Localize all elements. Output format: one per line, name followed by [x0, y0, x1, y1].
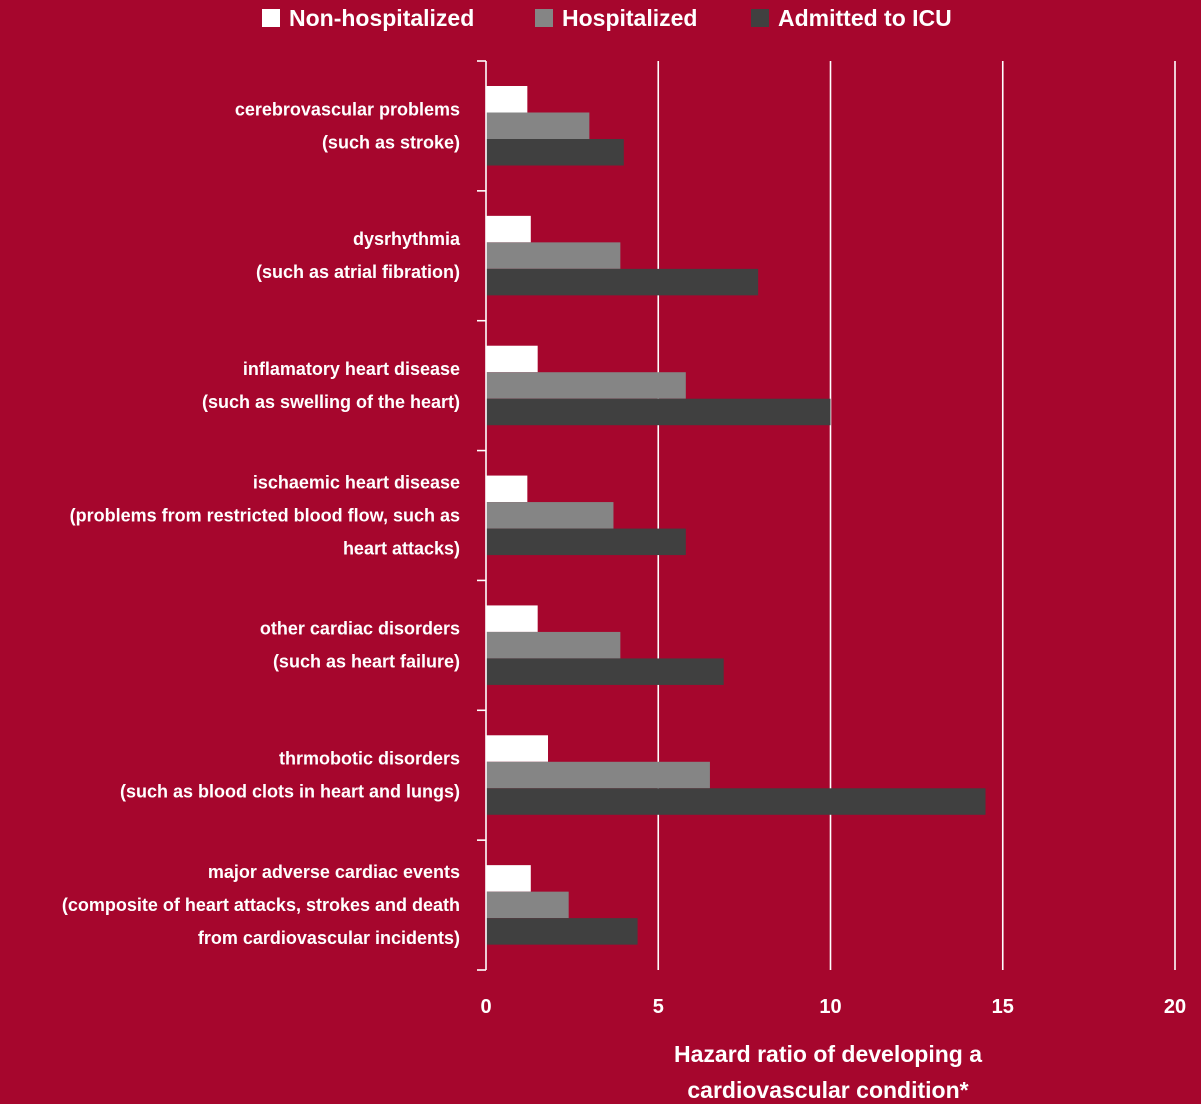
category-label-line: ischaemic heart disease: [253, 472, 460, 492]
bar-admitted-to-icu-ischaemic-heart-disease: [486, 528, 686, 556]
bar-group-thrmobotic-disorders: [486, 735, 986, 815]
bar-admitted-to-icu-dysrhythmia: [486, 268, 759, 296]
bar-hospitalized-inflamatory-heart-disease: [486, 372, 686, 399]
bars: [486, 86, 986, 945]
category-label-ischaemic-heart-disease: ischaemic heart disease (problems from re…: [70, 472, 460, 558]
category-label-line: thrmobotic disorders: [279, 749, 460, 769]
x-tick-label-10: 10: [819, 996, 841, 1018]
category-label-dysrhythmia: dysrhythmia (such as atrial fibration): [256, 229, 461, 282]
bar-admitted-to-icu-inflamatory-heart-disease: [486, 398, 831, 426]
bar-group-major-adverse-cardiac-events: [486, 865, 638, 945]
bar-group-ischaemic-heart-disease: [486, 475, 686, 556]
bar-hospitalized-thrmobotic-disorders: [486, 761, 710, 789]
x-tick-label-0: 0: [480, 996, 491, 1018]
bar-group-inflamatory-heart-disease: [486, 345, 831, 426]
category-label-line: from cardiovascular incidents): [198, 928, 460, 948]
category-label-cerebrovascular-problems: cerebrovascular problems (such as stroke): [235, 99, 460, 152]
x-tick-label-5: 5: [653, 996, 664, 1018]
category-label-line: (such as heart failure): [273, 652, 460, 672]
bar-non-hospitalized-dysrhythmia: [486, 215, 531, 243]
bar-non-hospitalized-inflamatory-heart-disease: [486, 345, 538, 373]
category-label-line: other cardiac disorders: [260, 619, 460, 639]
gridlines: [657, 61, 1176, 970]
bar-hospitalized-other-cardiac-disorders: [486, 631, 621, 659]
category-label-line: heart attacks): [343, 538, 460, 558]
category-label-line: (such as blood clots in heart and lungs): [120, 782, 460, 802]
category-label-line: (such as atrial fibration): [256, 262, 460, 282]
bar-hospitalized-ischaemic-heart-disease: [486, 502, 614, 529]
bar-admitted-to-icu-cerebrovascular-problems: [486, 139, 624, 166]
category-label-major-adverse-cardiac-events: major adverse cardiac events (composite o…: [62, 862, 460, 948]
bar-non-hospitalized-other-cardiac-disorders: [486, 605, 538, 632]
bar-admitted-to-icu-thrmobotic-disorders: [486, 788, 986, 815]
category-label-line: inflamatory heart disease: [243, 359, 460, 379]
category-label-line: (problems from restricted blood flow, su…: [70, 505, 460, 525]
bar-group-cerebrovascular-problems: [486, 86, 624, 166]
legend-swatch: [751, 9, 769, 27]
legend-label: Admitted to ICU: [778, 5, 952, 31]
bar-admitted-to-icu-other-cardiac-disorders: [486, 658, 724, 685]
category-label-thrmobotic-disorders: thrmobotic disorders (such as blood clots…: [120, 749, 460, 802]
category-label-line: (such as swelling of the heart): [202, 392, 460, 412]
bar-hospitalized-dysrhythmia: [486, 242, 621, 269]
x-axis-title: Hazard ratio of developing a cardiovascul…: [674, 1041, 982, 1103]
bar-hospitalized-cerebrovascular-problems: [486, 112, 590, 139]
bar-non-hospitalized-thrmobotic-disorders: [486, 735, 549, 762]
bar-non-hospitalized-major-adverse-cardiac-events: [486, 865, 531, 892]
x-tick-label-20: 20: [1164, 996, 1186, 1018]
x-tick-labels: 0 5 10 15 20: [480, 996, 1186, 1018]
legend-swatch: [535, 9, 553, 27]
category-label-line: dysrhythmia: [353, 229, 461, 249]
category-label-other-cardiac-disorders: other cardiac disorders (such as heart fa…: [260, 619, 460, 672]
bar-non-hospitalized-cerebrovascular-problems: [486, 86, 528, 113]
legend-swatch: [262, 9, 280, 27]
category-label-line: (such as stroke): [322, 132, 460, 152]
category-label-line: (composite of heart attacks, strokes and…: [62, 895, 460, 915]
category-labels: cerebrovascular problems (such as stroke)…: [62, 99, 461, 948]
bar-hospitalized-major-adverse-cardiac-events: [486, 891, 569, 919]
legend-item-hospitalized: Hospitalized: [535, 5, 697, 31]
legend: Non-hospitalized Hospitalized Admitted to …: [262, 5, 952, 31]
y-axis: [477, 60, 487, 971]
legend-label: Non-hospitalized: [289, 5, 474, 31]
bar-group-other-cardiac-disorders: [486, 605, 724, 685]
legend-item-non-hospitalized: Non-hospitalized: [262, 5, 474, 31]
bar-admitted-to-icu-major-adverse-cardiac-events: [486, 918, 638, 945]
x-axis-title-line: Hazard ratio of developing a: [674, 1041, 982, 1067]
category-label-line: major adverse cardiac events: [208, 862, 460, 882]
x-tick-label-15: 15: [992, 996, 1014, 1018]
legend-item-admitted-to-icu: Admitted to ICU: [751, 5, 952, 31]
legend-label: Hospitalized: [562, 5, 697, 31]
bar-non-hospitalized-ischaemic-heart-disease: [486, 475, 528, 503]
bar-group-dysrhythmia: [486, 215, 759, 296]
x-axis-title-line: cardiovascular condition*: [687, 1077, 968, 1103]
category-label-inflamatory-heart-disease: inflamatory heart disease (such as swelli…: [202, 359, 460, 412]
category-label-line: cerebrovascular problems: [235, 99, 460, 119]
